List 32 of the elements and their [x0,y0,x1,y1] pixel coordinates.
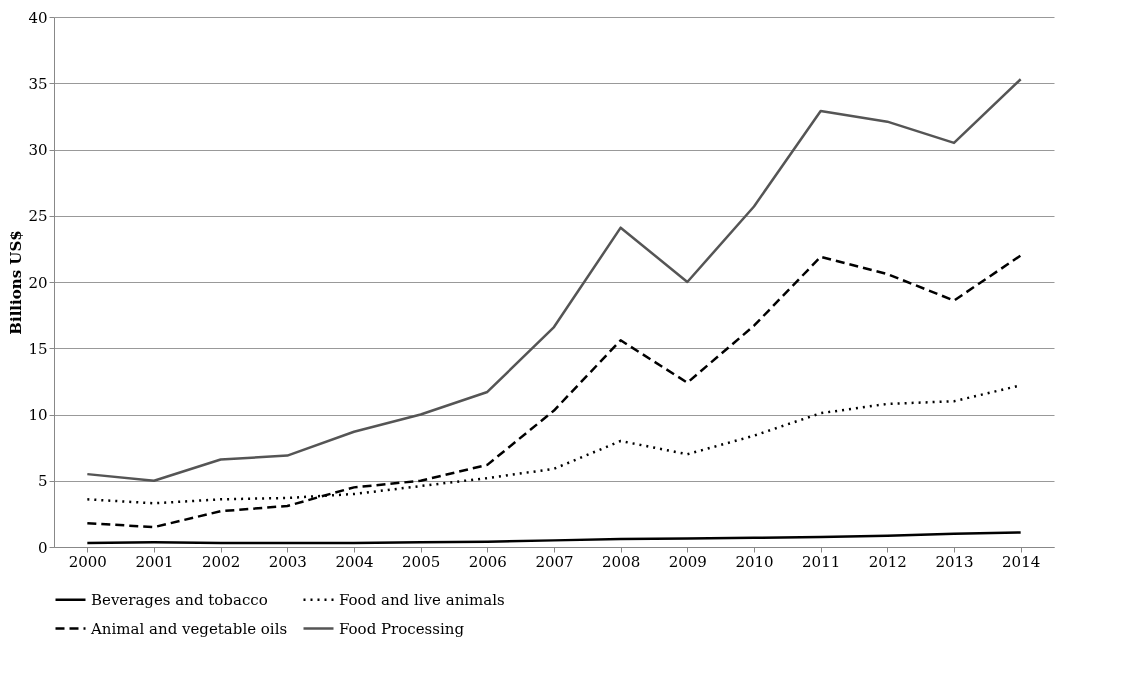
line-series [86,254,1022,529]
y-tick-label: 20 [28,273,48,292]
x-tick-label: 2007 [535,552,574,571]
y-tick-label: 30 [28,141,48,159]
x-tick-label: 2006 [468,552,507,571]
y-tick-label: 10 [28,406,48,424]
y-tick-label: 40 [28,8,48,27]
x-tick-label: 2003 [268,552,307,571]
x-tick-label: 2009 [668,552,707,571]
x-tick-label: 2005 [402,552,441,571]
legend-label: Animal and vegetable oils [90,619,288,638]
x-tick-label: 2004 [335,552,374,571]
legend-label: Beverages and tobacco [91,590,268,609]
legend-label: Food and live animals [339,590,505,609]
y-tick-label: 35 [28,74,48,93]
y-axis-title: Billions US$ [7,230,26,335]
line-series [86,531,1022,545]
x-tick-label: 2001 [135,552,174,571]
y-tick-label: 5 [37,472,48,491]
y-tick-label: 0 [37,538,48,557]
x-tick-label: 2011 [802,552,841,571]
x-tick-label: 2010 [735,552,774,571]
y-tick-label: 25 [28,207,48,226]
y-tick-label: 15 [28,339,48,358]
x-tick-label: 2008 [602,552,641,571]
x-tick-label: 2013 [935,552,974,571]
x-tick-label: 2014 [1002,552,1041,571]
x-tick-label: 2012 [868,552,907,571]
x-tick-label: 2000 [68,552,107,571]
legend-label: Food Processing [339,619,465,638]
line-series [86,78,1022,482]
x-tick-label: 2002 [202,552,241,571]
